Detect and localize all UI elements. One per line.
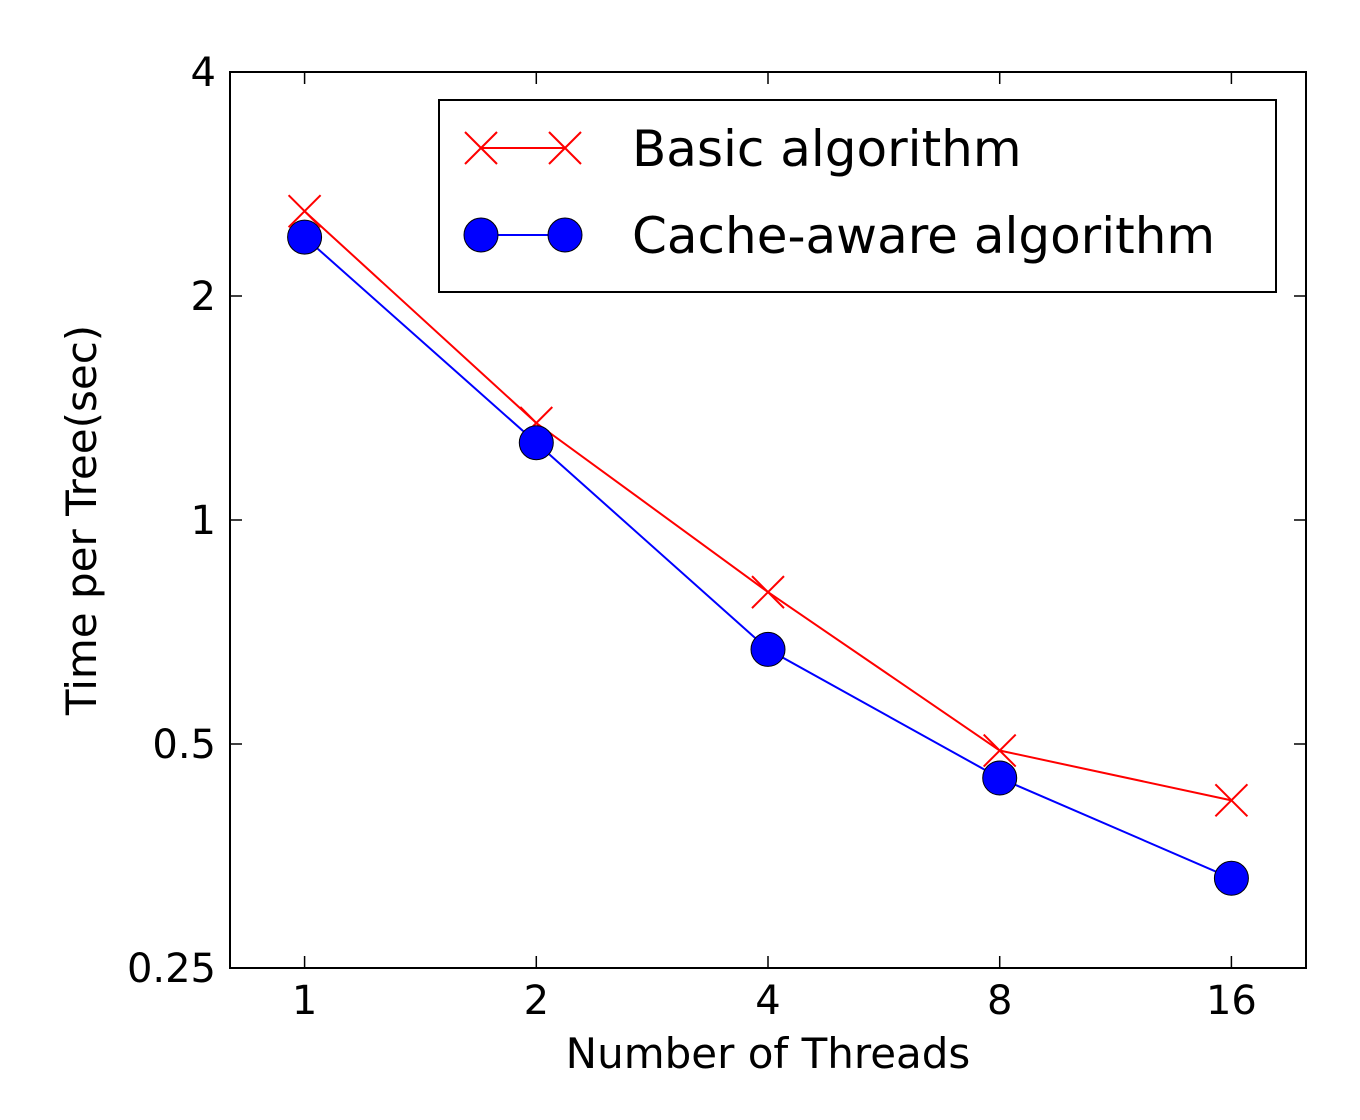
legend-item: Cache-aware algorithm bbox=[463, 207, 1215, 265]
series-1 bbox=[287, 219, 1249, 896]
legend-box bbox=[438, 99, 1277, 293]
data-point bbox=[750, 631, 786, 667]
y-axis-label: Time per Tree(sec) bbox=[57, 325, 106, 716]
x-tick-label: 4 bbox=[755, 978, 780, 1024]
data-point bbox=[751, 575, 785, 609]
data-point bbox=[518, 425, 554, 461]
legend-label: Basic algorithm bbox=[632, 120, 1022, 178]
y-tick-label: 1 bbox=[191, 498, 216, 544]
data-point bbox=[1214, 783, 1249, 818]
legend-label: Cache-aware algorithm bbox=[632, 207, 1215, 265]
series-0 bbox=[287, 194, 1249, 818]
legend-marker bbox=[548, 131, 582, 165]
x-tick-label: 2 bbox=[524, 978, 549, 1024]
x-axis-label: Number of Threads bbox=[566, 1029, 971, 1078]
data-point bbox=[287, 219, 323, 255]
series-group bbox=[287, 194, 1249, 896]
data-point bbox=[982, 760, 1018, 796]
x-tick-label: 8 bbox=[987, 978, 1012, 1024]
x-marker-stroke bbox=[1214, 783, 1249, 818]
x-marker-stroke bbox=[982, 733, 1017, 768]
y-tick-label: 0.5 bbox=[152, 722, 216, 768]
legend-item: Basic algorithm bbox=[464, 120, 1022, 178]
legend-marker bbox=[464, 131, 498, 165]
y-tick-label: 2 bbox=[191, 274, 216, 320]
x-marker-stroke bbox=[464, 131, 498, 165]
data-point bbox=[1213, 860, 1249, 896]
y-tick-label: 0.25 bbox=[127, 946, 216, 992]
x-marker-stroke bbox=[548, 131, 582, 165]
data-point bbox=[287, 194, 322, 228]
x-tick-label: 1 bbox=[292, 978, 317, 1024]
y-tick-label: 4 bbox=[191, 50, 216, 96]
legend-marker bbox=[463, 217, 499, 253]
legend: Basic algorithm Cache-aware algorithm bbox=[438, 99, 1277, 293]
x-marker-stroke bbox=[287, 194, 322, 228]
axes: 1 2 4 8 16 0.25 0.5 1 2 4 bbox=[127, 50, 1306, 1024]
x-marker-stroke bbox=[751, 575, 785, 609]
data-point bbox=[982, 733, 1017, 768]
x-tick-label: 16 bbox=[1206, 978, 1257, 1024]
legend-marker bbox=[547, 217, 583, 253]
